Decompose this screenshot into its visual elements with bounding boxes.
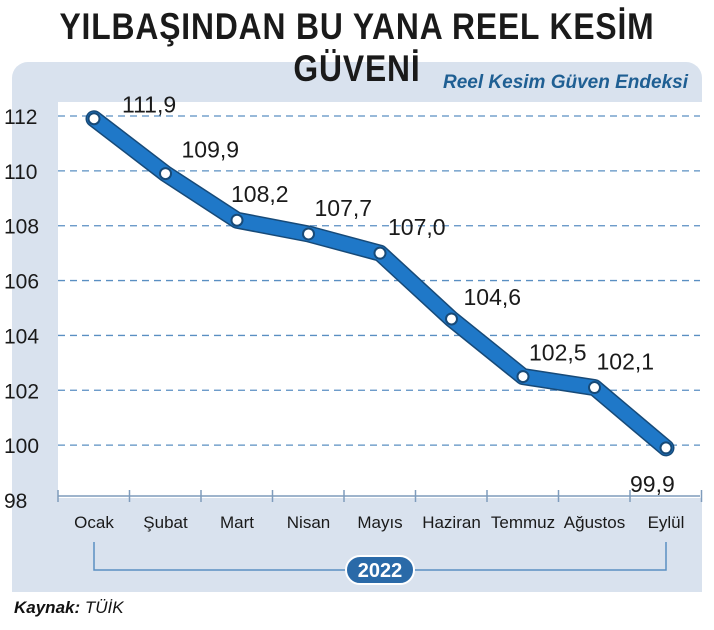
x-tick-label: Haziran: [422, 513, 481, 532]
y-tick-label: 104: [4, 325, 39, 348]
data-label: 109,9: [182, 137, 240, 163]
data-label: 102,5: [529, 340, 587, 366]
source-label: Kaynak:: [14, 598, 81, 617]
x-tick-label: Mart: [220, 513, 254, 532]
y-tick-label: 106: [4, 271, 39, 294]
source-note: Kaynak: TÜİK: [14, 598, 124, 618]
y-tick-label: 110: [4, 161, 37, 184]
data-point: [588, 381, 601, 395]
data-point: [87, 112, 101, 126]
y-tick-label: 102: [4, 380, 39, 403]
data-label: 104,6: [464, 284, 522, 310]
x-tick-label: Nisan: [287, 513, 330, 532]
data-label: 107,7: [315, 195, 373, 221]
source-value: TÜİK: [84, 598, 124, 617]
data-point: [516, 370, 530, 384]
x-tick-label: Ocak: [74, 513, 114, 532]
chart-title: YILBAŞINDAN BU YANA REEL KESİM GÜVENİ: [59, 6, 655, 89]
x-tick-label: Eylül: [648, 513, 685, 532]
y-tick-label: 112: [4, 106, 37, 129]
year-badge: [345, 555, 415, 585]
y-axis-ticks: 98 100 102 104 106 108 110 112: [4, 106, 39, 513]
data-point: [373, 246, 387, 260]
x-axis: Ocak Şubat Mart Nisan Mayıs Haziran Temmuz Ağus…: [57, 490, 703, 532]
year-label: 2022: [358, 560, 403, 582]
data-points: [87, 112, 673, 455]
y-tick-label: 98: [4, 490, 27, 513]
data-point: [445, 312, 458, 326]
data-point: [159, 167, 172, 181]
data-label: 102,1: [597, 349, 655, 375]
y-tick-label: 100: [4, 435, 39, 458]
data-point: [230, 213, 244, 227]
x-tick-label: Temmuz: [491, 513, 555, 532]
data-label: 108,2: [231, 181, 289, 207]
x-tick-label: Şubat: [143, 513, 188, 532]
data-label: 107,0: [388, 214, 446, 240]
chart-subtitle: Reel Kesim Güven Endeksi: [443, 72, 688, 93]
data-point: [659, 441, 673, 455]
y-tick-label: 108: [4, 216, 39, 239]
year-bracket: 2022: [93, 542, 667, 585]
data-label: 111,9: [122, 92, 176, 118]
data-point: [302, 227, 315, 241]
x-tick-label: Mayıs: [357, 513, 402, 532]
x-tick-label: Ağustos: [564, 513, 625, 532]
data-label: 99,9: [630, 471, 675, 497]
